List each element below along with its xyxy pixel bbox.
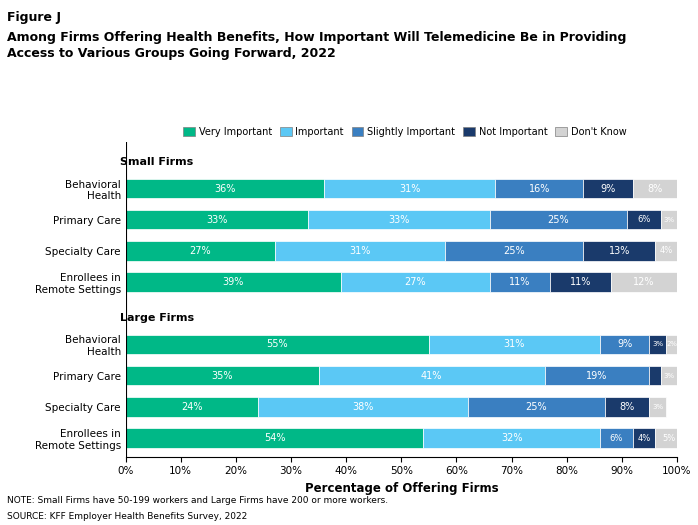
Bar — [655, 428, 683, 448]
Bar — [660, 366, 677, 385]
Bar — [495, 179, 584, 198]
Text: 13%: 13% — [609, 246, 630, 256]
Bar — [649, 397, 666, 416]
Text: 9%: 9% — [617, 340, 632, 350]
Text: 31%: 31% — [349, 246, 371, 256]
Legend: Very Important, Important, Slightly Important, Not Important, Don't Know: Very Important, Important, Slightly Impo… — [179, 123, 630, 141]
Text: 11%: 11% — [510, 277, 530, 287]
Text: 3%: 3% — [652, 341, 663, 348]
Bar — [550, 272, 611, 292]
Text: Figure J: Figure J — [7, 10, 61, 24]
Text: 12%: 12% — [633, 277, 655, 287]
Text: 32%: 32% — [501, 433, 522, 443]
Text: Large Firms: Large Firms — [120, 313, 194, 323]
Text: 19%: 19% — [586, 371, 608, 381]
Text: 54%: 54% — [264, 433, 285, 443]
Text: 35%: 35% — [211, 371, 233, 381]
Text: SOURCE: KFF Employer Health Benefits Survey, 2022: SOURCE: KFF Employer Health Benefits Sur… — [7, 512, 247, 521]
Text: 8%: 8% — [647, 184, 662, 194]
Bar — [126, 397, 258, 416]
Text: 33%: 33% — [206, 215, 228, 225]
Text: 38%: 38% — [352, 402, 373, 412]
Bar — [324, 179, 495, 198]
Text: 41%: 41% — [421, 371, 443, 381]
Text: 6%: 6% — [610, 434, 623, 443]
Text: 3%: 3% — [652, 404, 663, 410]
Bar — [633, 179, 677, 198]
Text: 27%: 27% — [404, 277, 426, 287]
Text: 31%: 31% — [504, 340, 525, 350]
Text: 11%: 11% — [570, 277, 591, 287]
Text: 6%: 6% — [637, 215, 651, 224]
Bar — [649, 366, 660, 385]
Bar — [628, 210, 660, 229]
Bar — [126, 179, 324, 198]
Text: 39%: 39% — [223, 277, 244, 287]
Text: 33%: 33% — [388, 215, 409, 225]
Bar — [544, 366, 649, 385]
Bar — [633, 428, 655, 448]
Text: 55%: 55% — [267, 340, 288, 350]
Bar — [126, 335, 429, 354]
Bar — [666, 335, 677, 354]
Text: 24%: 24% — [181, 402, 202, 412]
Text: 3%: 3% — [663, 217, 674, 223]
Bar — [600, 428, 633, 448]
Text: 4%: 4% — [637, 434, 651, 443]
Text: 36%: 36% — [214, 184, 236, 194]
Bar — [258, 397, 468, 416]
X-axis label: Percentage of Offering Firms: Percentage of Offering Firms — [304, 482, 498, 495]
Text: 8%: 8% — [620, 402, 635, 412]
Text: NOTE: Small Firms have 50-199 workers and Large Firms have 200 or more workers.: NOTE: Small Firms have 50-199 workers an… — [7, 496, 388, 505]
Text: 31%: 31% — [399, 184, 420, 194]
Text: 25%: 25% — [503, 246, 525, 256]
Bar — [318, 366, 544, 385]
Bar — [274, 242, 445, 260]
Text: 9%: 9% — [600, 184, 616, 194]
Text: 3%: 3% — [663, 373, 674, 379]
Bar — [649, 335, 666, 354]
Text: 25%: 25% — [548, 215, 570, 225]
Text: 2%: 2% — [666, 341, 677, 348]
Bar — [341, 272, 489, 292]
Text: 27%: 27% — [189, 246, 211, 256]
Bar — [584, 179, 633, 198]
Bar — [584, 242, 655, 260]
Bar — [126, 428, 424, 448]
Text: 4%: 4% — [660, 246, 673, 255]
Bar — [489, 272, 550, 292]
Bar — [126, 210, 308, 229]
Text: 16%: 16% — [528, 184, 550, 194]
Text: Small Firms: Small Firms — [120, 157, 193, 167]
Text: 5%: 5% — [662, 434, 676, 443]
Bar — [600, 335, 649, 354]
Bar — [126, 242, 274, 260]
Bar — [126, 272, 341, 292]
Bar — [489, 210, 628, 229]
Bar — [126, 366, 318, 385]
Bar — [611, 272, 677, 292]
Bar — [445, 242, 584, 260]
Bar — [468, 397, 605, 416]
Bar — [308, 210, 489, 229]
Bar — [424, 428, 600, 448]
Bar — [655, 242, 677, 260]
Bar — [605, 397, 649, 416]
Bar — [429, 335, 600, 354]
Bar — [660, 210, 677, 229]
Text: Among Firms Offering Health Benefits, How Important Will Telemedicine Be in Prov: Among Firms Offering Health Benefits, Ho… — [7, 32, 626, 59]
Text: 25%: 25% — [526, 402, 547, 412]
